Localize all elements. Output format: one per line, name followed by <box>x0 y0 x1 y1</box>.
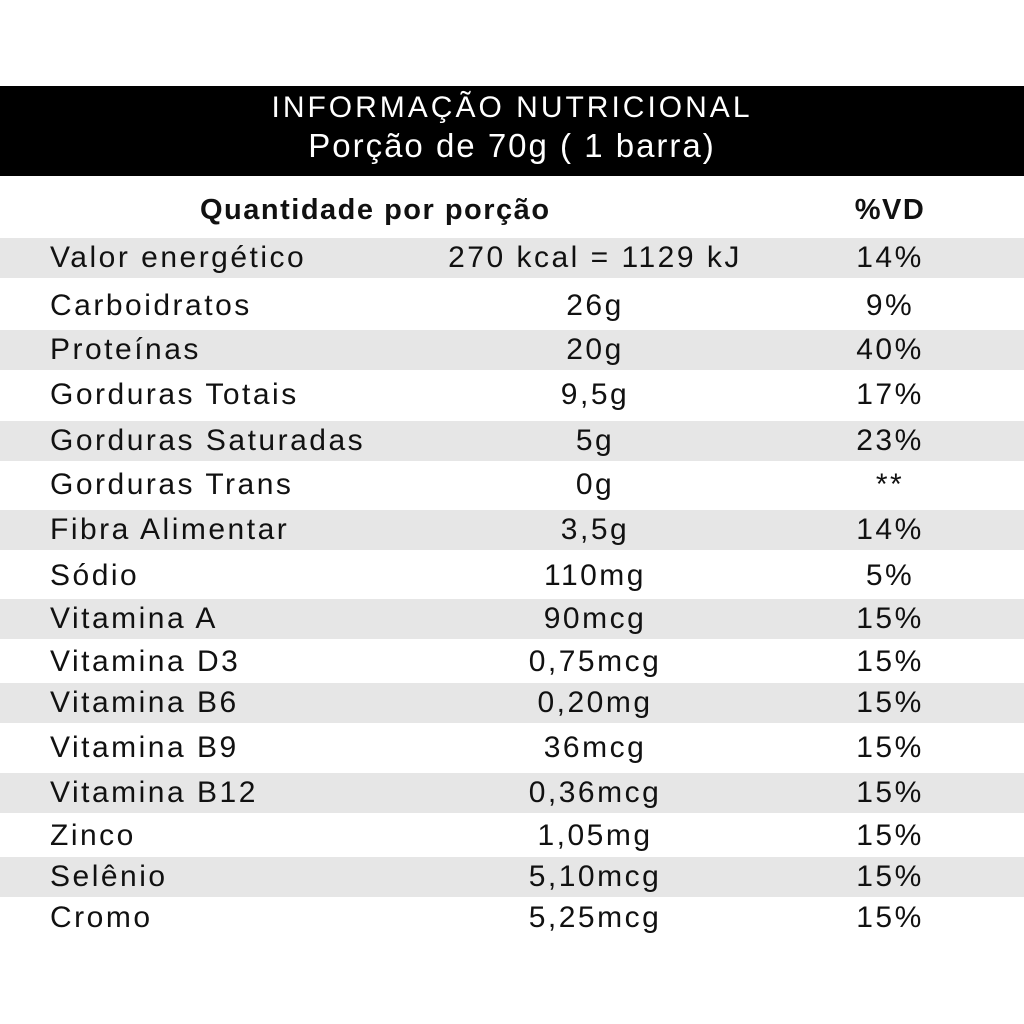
nutrient-vd: 15% <box>856 819 924 852</box>
nutrient-name: Fibra Alimentar <box>50 513 290 546</box>
nutrient-amount: 3,5g <box>560 513 630 546</box>
nutrient-name: Vitamina B6 <box>50 686 239 719</box>
nutrient-vd: 15% <box>856 860 924 893</box>
nutrient-vd: 15% <box>856 686 924 719</box>
nutrient-name: Gorduras Trans <box>50 468 294 501</box>
nutrient-amount: 5,10mcg <box>528 860 662 893</box>
table-row: Proteínas 20g 40% <box>0 330 1024 370</box>
quantity-column-header: Quantidade por porção <box>200 194 551 226</box>
nutrient-amount: 0,20mg <box>537 686 653 719</box>
table-row: Gorduras Saturadas 5g 23% <box>0 421 1024 461</box>
table-row: Gorduras Trans 0g ** <box>0 465 1024 505</box>
nutrient-amount: 20g <box>566 333 624 366</box>
nutrient-vd: 15% <box>856 776 924 809</box>
table-row: Carboidratos 26g 9% <box>0 286 1024 326</box>
nutrient-name: Proteínas <box>50 333 201 366</box>
nutrient-name: Valor energético <box>50 241 307 274</box>
table-row: Selênio 5,10mcg 15% <box>0 857 1024 897</box>
nutrient-vd: 9% <box>865 289 915 322</box>
nutrient-vd: 15% <box>856 901 924 934</box>
nutrient-amount: 9,5g <box>560 378 630 411</box>
nutrient-amount: 26g <box>566 289 624 322</box>
table-row: Vitamina B6 0,20mg 15% <box>0 683 1024 723</box>
nutrient-vd: 14% <box>856 513 924 546</box>
nutrient-vd: 23% <box>856 424 924 457</box>
nutrient-amount: 0g <box>575 468 615 501</box>
table-row: Vitamina D3 0,75mcg 15% <box>0 642 1024 682</box>
nutrient-name: Cromo <box>50 901 153 934</box>
nutrition-header: INFORMAÇÃO NUTRICIONAL Porção de 70g ( 1… <box>0 86 1024 176</box>
nutrient-amount: 110mg <box>543 559 646 592</box>
nutrient-name: Gorduras Totais <box>50 378 299 411</box>
serving-size: Porção de 70g ( 1 barra) <box>308 127 716 164</box>
nutrient-amount: 36mcg <box>543 731 647 764</box>
nutrient-vd: 40% <box>856 333 924 366</box>
table-row: Sódio 110mg 5% <box>0 556 1024 596</box>
nutrient-vd: 17% <box>856 378 924 411</box>
nutrient-amount: 1,05mg <box>537 819 653 852</box>
nutrient-amount: 5g <box>575 424 615 457</box>
nutrition-title: INFORMAÇÃO NUTRICIONAL <box>271 91 753 124</box>
nutrient-vd: 15% <box>856 645 924 678</box>
nutrient-name: Sódio <box>50 559 140 592</box>
table-row: Gorduras Totais 9,5g 17% <box>0 375 1024 415</box>
nutrient-name: Selênio <box>50 860 168 893</box>
nutrient-vd: 5% <box>865 559 915 592</box>
nutrient-amount: 0,36mcg <box>528 776 662 809</box>
table-row: Valor energético 270 kcal = 1129 kJ 14% <box>0 238 1024 278</box>
table-row: Vitamina B9 36mcg 15% <box>0 728 1024 768</box>
nutrient-vd: 15% <box>856 602 924 635</box>
nutrient-amount: 5,25mcg <box>528 901 662 934</box>
nutrient-name: Carboidratos <box>50 289 252 322</box>
nutrient-name: Vitamina A <box>50 602 218 635</box>
table-row: Fibra Alimentar 3,5g 14% <box>0 510 1024 550</box>
nutrient-name: Zinco <box>50 819 136 852</box>
table-row: Zinco 1,05mg 15% <box>0 816 1024 856</box>
nutrient-name: Vitamina B12 <box>50 776 258 809</box>
nutrient-vd: ** <box>875 468 905 501</box>
vd-column-header: %VD <box>854 194 926 226</box>
nutrient-vd: 15% <box>856 731 924 764</box>
table-row: Vitamina A 90mcg 15% <box>0 599 1024 639</box>
nutrient-name: Gorduras Saturadas <box>50 424 366 457</box>
table-row: Cromo 5,25mcg 15% <box>0 898 1024 938</box>
nutrient-name: Vitamina D3 <box>50 645 241 678</box>
table-row: Vitamina B12 0,36mcg 15% <box>0 773 1024 813</box>
nutrient-amount: 270 kcal = 1129 kJ <box>448 241 742 274</box>
nutrient-name: Vitamina B9 <box>50 731 239 764</box>
nutrient-amount: 90mcg <box>543 602 647 635</box>
nutrient-vd: 14% <box>856 241 924 274</box>
nutrient-amount: 0,75mcg <box>528 645 662 678</box>
